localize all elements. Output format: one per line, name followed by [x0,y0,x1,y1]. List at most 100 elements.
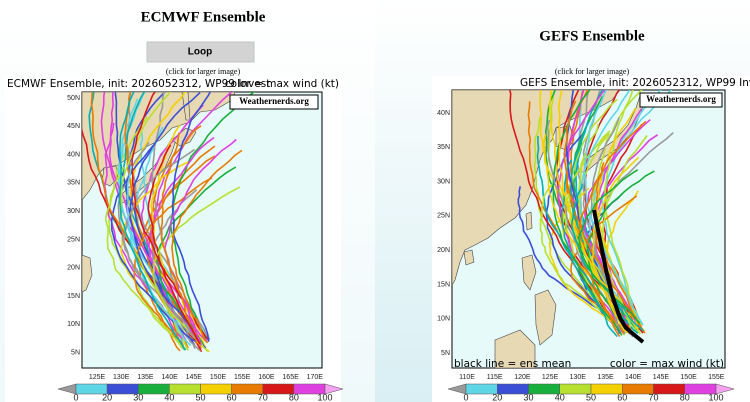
lon-label: 130E [570,374,587,381]
ensemble-track [100,92,200,341]
lat-label: 40N [67,151,80,158]
loop-button-label[interactable]: Loop [188,47,212,58]
ensemble-track [601,90,662,331]
colorbar-label: 70 [648,392,658,402]
ensemble-track [557,90,628,334]
ens-mean-line [592,209,645,344]
lat-label: 45N [67,123,80,130]
lon-label: 125E [89,374,106,381]
ecmwf-caption: (click for larger image) [166,67,241,76]
ensemble-track [600,135,648,328]
lat-label: 20N [67,265,80,272]
ensemble-track [543,134,639,330]
colorbar-label: 80 [289,392,299,402]
lat-label: 40N [437,110,450,117]
lon-label: 125E [542,374,559,381]
lat-label: 35N [67,180,80,187]
lat-label: 35N [437,144,450,151]
lon-label: 140E [161,374,178,381]
colorbar-label: 50 [195,392,205,402]
lat-label: 25N [67,236,80,243]
lon-label: 155E [708,374,725,381]
gefs-header: GEFS Ensemble, init: 2026052312, WP99 In… [520,77,750,89]
ensemble-track [151,189,201,352]
ecmwf-watermark: Weathernerds.org [239,96,309,106]
ecmwf-tracks [82,92,256,353]
ensemble-track [596,107,639,327]
colorbar-label: 40 [555,392,565,402]
colorbar-label: 0 [463,392,468,402]
ensemble-track [570,183,644,332]
lat-label: 50N [67,95,80,102]
gefs-watermark-box [639,92,723,108]
colorbar-label: 80 [680,392,690,402]
colorbar-arrow [324,383,344,395]
lat-label: 5N [441,350,450,357]
ensemble-track [110,144,196,343]
ensemble-track [171,149,243,344]
lon-label: 130E [113,374,130,381]
lon-label: 145E [186,374,203,381]
ensemble-track [539,183,619,327]
gefs-tracks [509,90,674,338]
colorbar-label: 20 [492,392,502,402]
ensemble-track [563,100,646,334]
gefs-caption: (click for larger image) [555,67,630,76]
ensemble-track [160,132,198,344]
ensemble-track [118,92,186,351]
lon-label: 160E [258,374,275,381]
ecmwf-colorbar: 0 20 30 40 50 60 70 80 100 [57,383,344,402]
lat-label: 5N [71,350,80,357]
lat-label: 20N [437,247,450,254]
colorbar-label: 40 [164,392,174,402]
lon-label: 155E [234,374,251,381]
ensemble-track [548,187,621,330]
colorbar-label: 100 [317,392,332,402]
colorbar-label: 0 [73,392,78,402]
ensemble-track [586,170,655,337]
ecmwf-legend-note: color = max wind (kt) [225,78,339,90]
ensemble-track [577,169,641,324]
lat-label: 15N [437,281,450,288]
lon-label: 150E [680,374,697,381]
ensemble-track [151,186,241,352]
colorbar-label: 20 [102,392,112,402]
lat-label: 10N [437,316,450,323]
colorbar-label: 30 [133,392,143,402]
ensemble-track [104,166,187,351]
ensemble-track [129,92,207,349]
ensemble-track [123,148,200,343]
lon-label: 110E [459,374,475,381]
lon-label: 140E [625,374,642,381]
colorbar-label: 70 [258,392,268,402]
lon-label: 135E [137,374,154,381]
ensemble-track [171,92,211,342]
gefs-legend-note: color = max wind (kt) [610,358,724,370]
colorbar-label: 60 [617,392,627,402]
lon-label: 150E [210,374,227,381]
lon-label: 170E [307,374,324,381]
colorbar-label: 50 [586,392,596,402]
lon-label: 120E [514,374,531,381]
gefs-colorbar: 0 20 30 40 50 60 70 80 100 [447,383,735,402]
gefs-mean-note: black line = ens mean [454,358,571,370]
lon-label: 135E [597,374,614,381]
gefs-title: GEFS Ensemble [539,28,645,44]
ensemble-track [578,120,647,338]
colorbar-label: 60 [227,392,237,402]
lat-label: 25N [437,213,450,220]
ensemble-track [148,136,215,342]
ecmwf-title: ECMWF Ensemble [141,9,266,25]
colorbar-arrow [715,383,735,395]
lat-label: 10N [67,321,80,328]
lon-label: 115E [487,374,503,381]
lat-label: 30N [67,208,80,215]
lon-label: 145E [653,374,670,381]
lat-label: 30N [437,178,450,185]
loop-button[interactable] [146,41,255,63]
ecmwf-header: ECMWF Ensemble, init: 2026052312, WP99 I… [7,78,270,90]
gefs-watermark: Weathernerds.org [646,94,716,104]
lon-label: 165E [282,374,299,381]
lat-label: 15N [67,293,80,300]
